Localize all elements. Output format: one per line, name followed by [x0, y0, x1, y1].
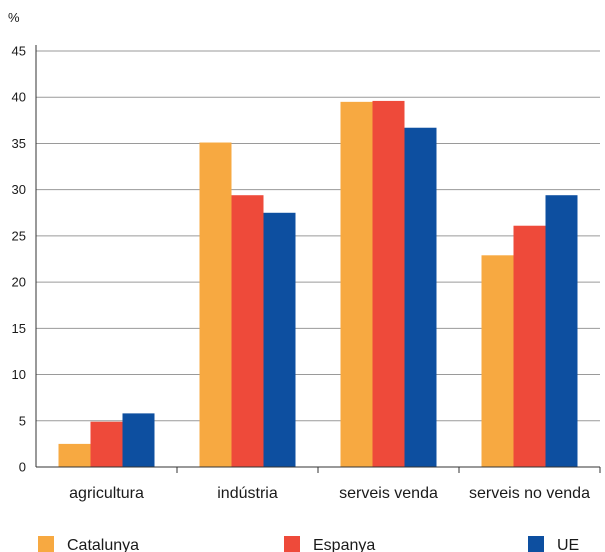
bar-catalunya-1 [199, 142, 232, 467]
x-category-label: serveis venda [339, 485, 438, 502]
legend-swatch-espanya [284, 536, 300, 552]
y-tick-label: 0 [19, 460, 26, 475]
axes [35, 45, 601, 473]
legend-label-espanya: Espanya [313, 537, 375, 552]
y-tick-label: 35 [12, 136, 26, 151]
y-tick-labels: 0 5 10 15 20 25 30 35 40 45 [12, 44, 26, 475]
x-category-labels: agricultura indústria serveis venda serveis… [69, 485, 590, 502]
y-tick-label: 25 [12, 228, 26, 243]
bar-espanya-1 [231, 195, 264, 468]
y-tick-label: 15 [12, 321, 26, 336]
bar-espanya-0 [90, 421, 123, 467]
gridlines [36, 50, 600, 422]
bar-ue-3 [545, 195, 578, 468]
x-category-label: agricultura [69, 485, 144, 502]
legend-label-ue: UE [557, 537, 579, 552]
x-category-label: indústria [217, 485, 278, 502]
bars [58, 100, 578, 468]
bar-ue-2 [404, 127, 437, 468]
y-tick-label: 30 [12, 182, 26, 197]
legend-label-catalunya: Catalunya [67, 537, 139, 552]
bar-catalunya-0 [58, 443, 91, 467]
y-axis-unit-label: % [8, 10, 20, 25]
y-tick-label: 5 [19, 413, 26, 428]
bar-ue-0 [122, 413, 155, 467]
bar-catalunya-3 [481, 255, 514, 467]
y-tick-label: 40 [12, 90, 26, 105]
y-tick-label: 10 [12, 367, 26, 382]
bar-espanya-3 [513, 225, 546, 467]
legend-swatch-ue [528, 536, 544, 552]
y-tick-label: 45 [12, 44, 26, 59]
bar-catalunya-2 [340, 101, 373, 467]
y-tick-label: 20 [12, 275, 26, 290]
legend-swatch-catalunya [38, 536, 54, 552]
bar-ue-1 [263, 212, 296, 467]
x-category-label: serveis no venda [469, 485, 590, 502]
legend: Catalunya Espanya UE [38, 536, 579, 552]
bar-espanya-2 [372, 100, 405, 468]
